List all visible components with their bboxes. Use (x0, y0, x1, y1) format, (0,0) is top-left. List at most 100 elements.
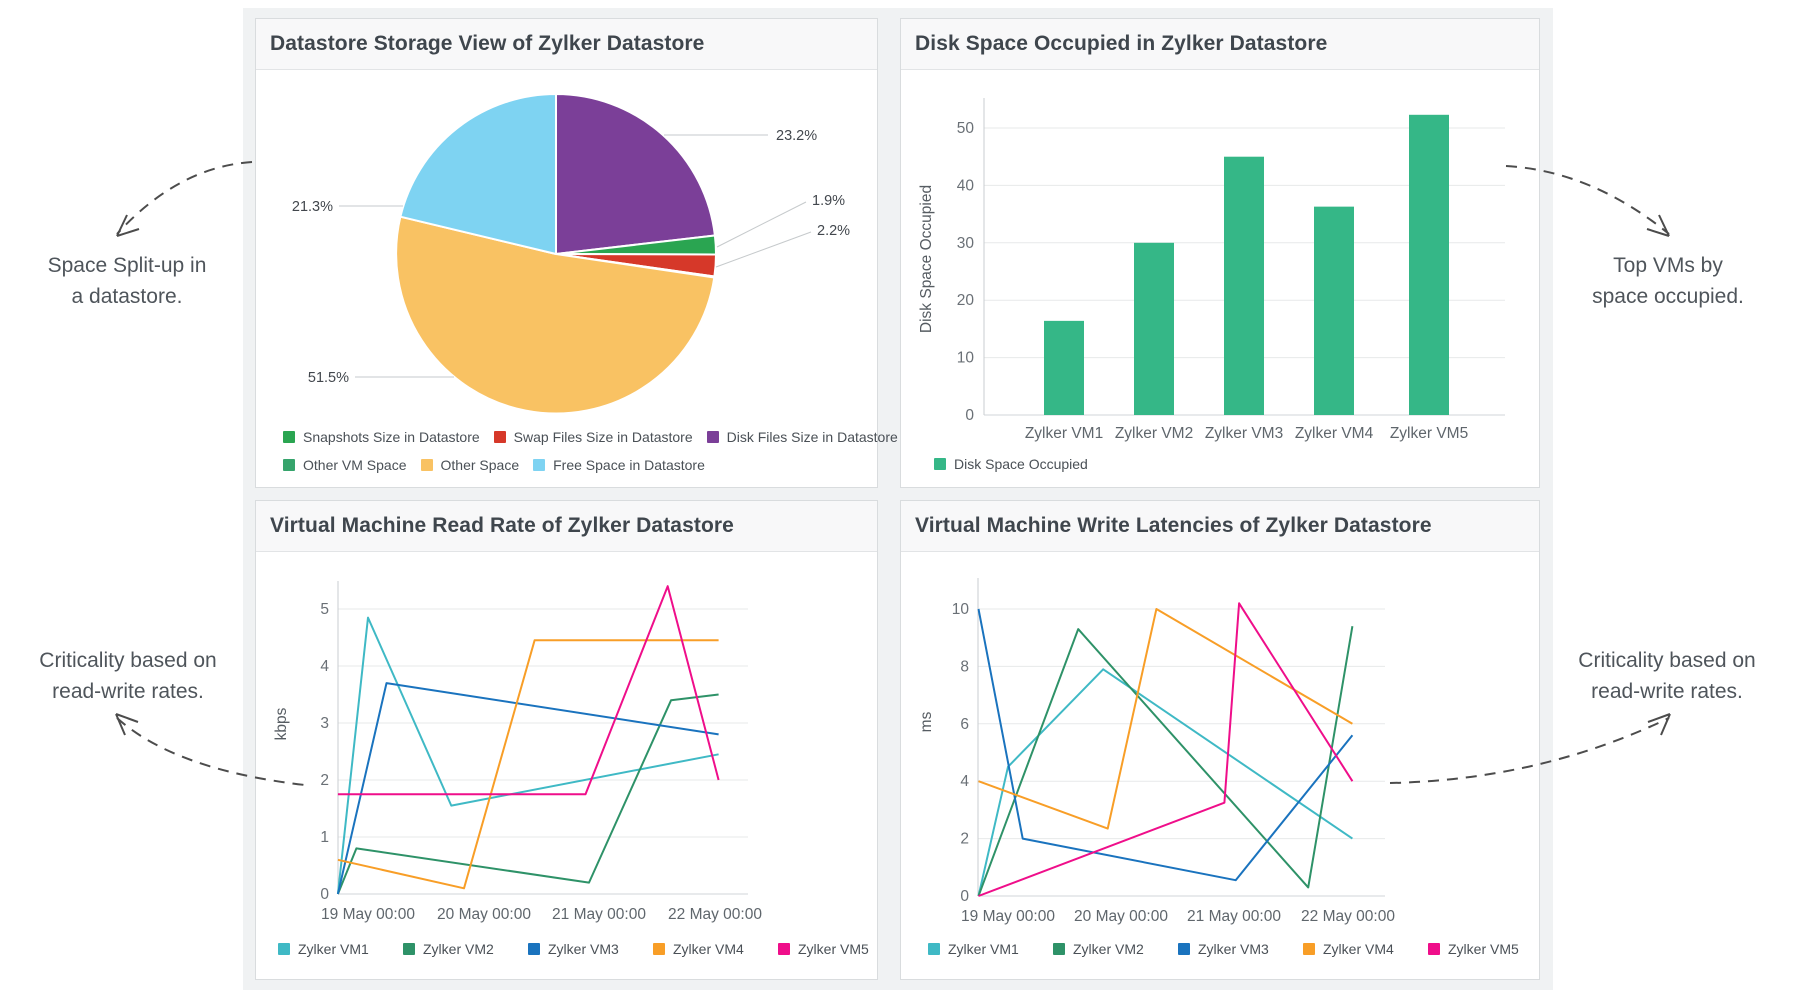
series-zylker-vm1[interactable] (977, 668, 1353, 897)
arrowhead-bottom-left (115, 713, 139, 736)
legend-swatch (1428, 943, 1440, 955)
legend-item[interactable]: Other Space (420, 457, 519, 473)
x-category-label: Zylker VM5 (1390, 425, 1468, 442)
legend-label: Zylker VM3 (548, 941, 619, 957)
y-tick-label: 4 (960, 773, 969, 790)
annotation-line: Criticality based on (39, 649, 217, 672)
legend-item[interactable]: Zylker VM4 (653, 941, 778, 957)
arrowhead-top-right (1646, 214, 1670, 237)
pie-percent-label: 21.3% (292, 199, 333, 215)
legend-swatch (653, 943, 665, 955)
x-tick-label: 20 May 00:00 (1074, 908, 1168, 925)
annotation-space-splitup: Space Split-up in a datastore. (18, 250, 236, 312)
x-tick-label: 19 May 00:00 (321, 906, 415, 923)
pie-label-leader (716, 201, 807, 248)
legend-label: Swap Files Size in Datastore (513, 429, 693, 445)
x-category-label: Zylker VM1 (1025, 425, 1103, 442)
pie-percent-label: 2.2% (817, 223, 850, 239)
legend-label: Zylker VM4 (1323, 941, 1394, 957)
arrowhead-bottom-right (1647, 713, 1671, 736)
series-zylker-vm2[interactable] (977, 626, 1354, 897)
legend-item[interactable]: Zylker VM2 (403, 941, 528, 957)
pie-slice[interactable] (555, 93, 716, 255)
y-axis-title: ms (918, 711, 935, 732)
read-rate-line-chart[interactable]: 0 1 2 3 4 5 19 May 00:00 20 May 00:00 21 May 00:… (256, 553, 877, 933)
legend-item[interactable]: Zylker VM5 (1428, 941, 1553, 957)
panel-read-rate: Virtual Machine Read Rate of Zylker Data… (255, 500, 878, 980)
annotation-criticality-right: Criticality based on read-write rates. (1552, 645, 1782, 707)
x-category-label: Zylker VM4 (1295, 425, 1374, 442)
series-zylker-vm1[interactable] (336, 616, 719, 895)
annotation-line: space occupied. (1592, 285, 1744, 308)
pie-slice[interactable] (395, 215, 716, 415)
panel-disk-space: Disk Space Occupied in Zylker Datastore … (900, 18, 1540, 488)
legend-label: Zylker VM2 (1073, 941, 1144, 957)
legend-item[interactable]: Zylker VM1 (278, 941, 403, 957)
bar-zylker-vm3[interactable] (1224, 156, 1264, 415)
pie-chart[interactable]: 23.2% 1.9% 2.2% 51.5% 21.3% (256, 71, 877, 429)
pie-label-leader (715, 231, 812, 268)
series-zylker-vm4[interactable] (337, 639, 719, 890)
legend-item[interactable]: Free Space in Datastore (533, 457, 705, 473)
y-tick-label: 2 (320, 772, 329, 789)
series-zylker-vm5[interactable] (978, 602, 1354, 897)
legend-item[interactable]: Swap Files Size in Datastore (493, 429, 693, 445)
read-rate-legend: Zylker VM1 Zylker VM2 Zylker VM3 Zylker VM4… (278, 941, 903, 957)
legend-item[interactable]: Zylker VM1 (928, 941, 1053, 957)
series-zylker-vm5[interactable] (337, 585, 720, 796)
legend-label: Free Space in Datastore (553, 457, 705, 473)
panel-header: Virtual Machine Write Latencies of Zylke… (901, 501, 1539, 552)
y-tick-label: 20 (957, 292, 975, 309)
legend-item[interactable]: Zylker VM5 (778, 941, 903, 957)
bar-zylker-vm2[interactable] (1134, 242, 1174, 415)
panel-datastore-storage: Datastore Storage View of Zylker Datasto… (255, 18, 898, 488)
pie-percent-label: 23.2% (776, 128, 817, 144)
legend-label: Zylker VM1 (298, 941, 369, 957)
y-tick-label: 10 (952, 601, 970, 618)
series-zylker-vm4[interactable] (978, 608, 1353, 830)
panel-header: Virtual Machine Read Rate of Zylker Data… (256, 501, 877, 552)
legend-item[interactable]: Other VM Space (283, 457, 407, 473)
legend-item[interactable]: Disk Space Occupied (934, 456, 1088, 472)
y-tick-label: 6 (960, 716, 969, 733)
legend-item[interactable]: Zylker VM3 (528, 941, 653, 957)
y-tick-label: 10 (957, 350, 975, 367)
legend-swatch (1178, 943, 1190, 955)
annotation-line: read-write rates. (1591, 680, 1743, 703)
write-latency-line-chart[interactable]: 0 2 4 6 8 10 19 May 00:00 20 May 00:00 21 May 00… (901, 553, 1539, 933)
legend-swatch (420, 459, 433, 471)
legend-item[interactable]: Zylker VM4 (1303, 941, 1428, 957)
panel-header: Datastore Storage View of Zylker Datasto… (256, 19, 877, 70)
legend-label: Other VM Space (303, 457, 407, 473)
legend-item[interactable]: Zylker VM2 (1053, 941, 1178, 957)
y-tick-label: 0 (320, 886, 329, 903)
series-zylker-vm3[interactable] (977, 608, 1354, 882)
panel-title-pie: Datastore Storage View of Zylker Datasto… (270, 32, 705, 55)
y-tick-label: 30 (957, 235, 975, 252)
legend-swatch (283, 431, 295, 443)
legend-label: Disk Space Occupied (954, 456, 1088, 472)
annotation-criticality-left: Criticality based on read-write rates. (14, 645, 242, 707)
legend-label: Zylker VM5 (798, 941, 869, 957)
legend-label: Zylker VM1 (948, 941, 1019, 957)
pie-legend: Snapshots Size in Datastore Swap Files Si… (283, 429, 912, 473)
pie-slice[interactable] (399, 93, 557, 255)
y-tick-label: 3 (320, 715, 329, 732)
x-tick-label: 21 May 00:00 (1187, 908, 1281, 925)
bar-zylker-vm4[interactable] (1314, 206, 1354, 415)
bar-chart[interactable]: 0 10 20 30 40 50 Zylker VM1 Zylker VM2 Zylker VM… (901, 71, 1539, 451)
x-tick-label: 22 May 00:00 (1301, 908, 1395, 925)
y-tick-label: 5 (320, 601, 329, 618)
annotation-line: Space Split-up in (47, 254, 207, 277)
legend-item[interactable]: Zylker VM3 (1178, 941, 1303, 957)
panel-title-bar: Disk Space Occupied in Zylker Datastore (915, 32, 1328, 55)
bar-zylker-vm1[interactable] (1044, 320, 1084, 415)
x-tick-label: 19 May 00:00 (961, 908, 1055, 925)
bar-zylker-vm5[interactable] (1409, 114, 1449, 415)
legend-swatch (928, 943, 940, 955)
legend-item[interactable]: Snapshots Size in Datastore (283, 429, 480, 445)
legend-item[interactable]: Disk Files Size in Datastore (706, 429, 898, 445)
legend-swatch (1053, 943, 1065, 955)
annotation-line: Criticality based on (1578, 649, 1756, 672)
series-zylker-vm3[interactable] (336, 682, 719, 895)
